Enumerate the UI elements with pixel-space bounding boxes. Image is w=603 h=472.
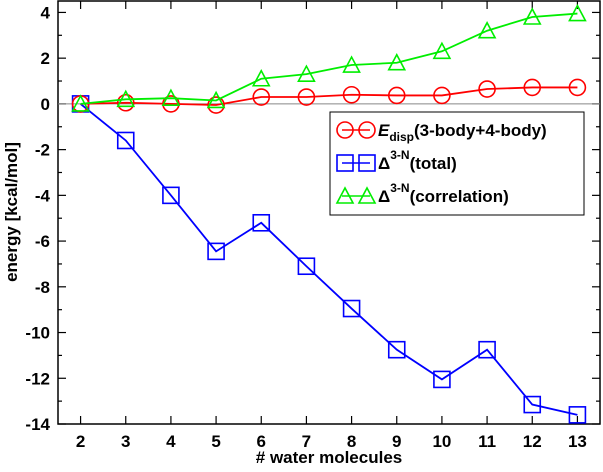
series-line [80, 86, 578, 106]
x-tick-label: 7 [302, 432, 311, 451]
data-point [206, 90, 226, 109]
x-tick-label: 2 [76, 432, 85, 451]
y-tick-label: -14 [25, 415, 50, 434]
data-point [523, 78, 542, 97]
legend-marker [336, 121, 354, 139]
data-point [252, 213, 271, 232]
x-tick-label: 5 [211, 432, 220, 451]
series-square [71, 95, 587, 424]
data-point [116, 131, 135, 150]
data-point [478, 80, 496, 98]
y-tick-label: -8 [35, 278, 50, 297]
legend: Edisp(3-body+4-body) Δ3-N(total) Δ3-N(corr… [329, 111, 585, 216]
data-point [297, 257, 316, 276]
data-point [342, 85, 361, 104]
legend-marker [358, 154, 376, 172]
y-axis-label: energy [kcal/mol] [2, 142, 21, 282]
data-point [478, 340, 496, 359]
data-point [568, 406, 587, 424]
y-tick-label: -4 [35, 186, 51, 205]
x-axis-label: # water molecules [256, 448, 402, 467]
data-point [387, 340, 406, 359]
series-triangle [71, 3, 587, 112]
data-point [251, 69, 271, 87]
legend-marker [357, 186, 377, 204]
legend-entry: Δ3-N(total) [336, 148, 457, 173]
series-line [80, 12, 578, 105]
legend-label: Δ3-N(total) [378, 148, 457, 173]
data-point [297, 88, 316, 106]
legend-entry: Δ3-N(correlation) [335, 181, 509, 206]
data-point [297, 64, 316, 82]
legend-marker [336, 154, 354, 172]
legend-entry: Edisp(3-body+4-body) [336, 121, 547, 144]
x-tick-label: 8 [347, 432, 356, 451]
x-tick-label: 11 [478, 432, 496, 451]
data-point [252, 88, 271, 106]
data-point [568, 3, 587, 22]
x-tick-label: 12 [523, 432, 542, 451]
data-point [522, 7, 542, 25]
y-tick-label: -10 [25, 324, 50, 343]
data-point [433, 86, 451, 105]
x-tick-label: 4 [166, 432, 176, 451]
data-point [207, 242, 225, 261]
legend-label: Edisp(3-body+4-body) [378, 121, 547, 144]
data-point [342, 55, 361, 73]
data-point [161, 88, 181, 106]
data-point [432, 41, 452, 60]
data-point [342, 299, 361, 318]
data-point [207, 96, 225, 114]
y-tick-label: -12 [25, 369, 50, 388]
data-point [523, 395, 542, 414]
data-point [71, 94, 90, 112]
series-line [80, 103, 578, 416]
data-point [116, 93, 135, 112]
y-tick-label: -6 [35, 232, 50, 251]
x-tick-label: 3 [121, 432, 130, 451]
data-point [387, 53, 407, 71]
y-tick-label: 2 [41, 49, 50, 68]
plot-frame [57, 0, 601, 425]
x-tick-label: 13 [568, 432, 587, 451]
y-tick-label: 0 [41, 95, 50, 114]
data-point [477, 21, 497, 39]
y-tick-label: -2 [35, 141, 50, 160]
data-point [387, 86, 406, 105]
data-point [568, 78, 587, 97]
data-point [162, 186, 180, 205]
y-tick-label: 4 [41, 3, 51, 22]
data-point [116, 89, 136, 108]
series-circle [71, 78, 587, 114]
x-tick-label: 10 [432, 432, 451, 451]
legend-marker [335, 186, 355, 204]
x-tick-label: 6 [257, 432, 266, 451]
x-tick-label: 9 [392, 432, 401, 451]
data-point [433, 370, 451, 389]
legend-marker [358, 121, 376, 139]
legend-label: Δ3-N(correlation) [378, 181, 509, 206]
